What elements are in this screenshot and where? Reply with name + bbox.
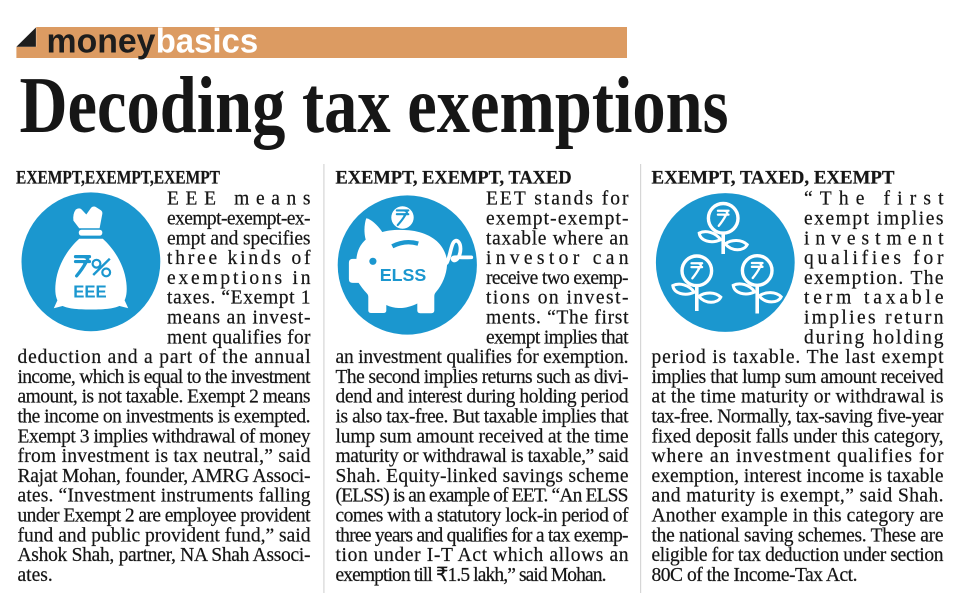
svg-text:dend and interest during holdi: dend and interest during holding period <box>336 387 629 408</box>
svg-text:exempt implies that: exempt implies that <box>486 327 629 348</box>
svg-text:exempt implies: exempt implies <box>804 209 944 230</box>
svg-text:the income on investments is e: the income on investments is exempted. <box>18 407 311 428</box>
svg-text:implies that lump sum amount r: implies that lump sum amount received <box>652 367 944 388</box>
svg-text:eligible for tax deduction und: eligible for tax deduction under section <box>652 545 944 566</box>
svg-text:exempt-exempt-: exempt-exempt- <box>486 209 629 230</box>
svg-text:80C of the Income-Tax Act.: 80C of the Income-Tax Act. <box>652 565 858 586</box>
svg-text:Ashok Shah, partner, NA Shah A: Ashok Shah, partner, NA Shah Associ- <box>18 545 311 566</box>
svg-text:qualifies for: qualifies for <box>804 248 944 269</box>
svg-text:EXEMPT,EXEMPT,EXEMPT: EXEMPT,EXEMPT,EXEMPT <box>16 168 220 189</box>
svg-text:taxes. “Exempt 1: taxes. “Exempt 1 <box>167 288 311 309</box>
svg-text:an investment qualifies for ex: an investment qualifies for exemption. <box>336 347 629 368</box>
svg-text:fixed deposit falls under this: fixed deposit falls under this category, <box>652 426 944 447</box>
svg-text:receive two exemp-: receive two exemp- <box>486 268 629 289</box>
svg-text:ment qualifies for: ment qualifies for <box>167 327 311 348</box>
svg-text:empt and specifies: empt and specifies <box>167 228 311 249</box>
svg-text:tion under I-T Act which allow: tion under I-T Act which allows an <box>336 545 629 566</box>
svg-text:ELSS: ELSS <box>380 265 427 285</box>
svg-text:money: money <box>47 23 156 61</box>
svg-text:where an investment qualifies: where an investment qualifies for <box>652 446 945 467</box>
svg-text:during holding: during holding <box>804 327 944 348</box>
svg-text:income, which is equal to the: income, which is equal to the investment <box>18 367 312 388</box>
svg-text:basics: basics <box>156 23 259 61</box>
svg-text:ates.: ates. <box>18 565 53 586</box>
svg-text:and maturity is exempt,” said: and maturity is exempt,” said Shah. <box>652 486 944 507</box>
svg-text:lump sum amount received at th: lump sum amount received at the time <box>336 426 629 447</box>
svg-text:means an invest-: means an invest- <box>167 308 311 329</box>
svg-text:deduction and a part of the an: deduction and a part of the annual <box>18 347 312 368</box>
svg-text:tions on invest-: tions on invest- <box>486 288 629 309</box>
svg-text:EXEMPT, EXEMPT, TAXED: EXEMPT, EXEMPT, TAXED <box>336 168 572 189</box>
svg-text:EXEMPT, TAXED, EXEMPT: EXEMPT, TAXED, EXEMPT <box>652 168 895 189</box>
svg-text:implies return: implies return <box>804 308 944 329</box>
svg-text:tax-free. Normally, tax-saving: tax-free. Normally, tax-saving five-year <box>652 407 945 428</box>
svg-text:“The first: “The first <box>804 189 944 210</box>
svg-text:Exempt 3 implies withdrawal of: Exempt 3 implies withdrawal of money <box>18 426 311 447</box>
svg-text:amount, is not taxable. Exempt: amount, is not taxable. Exempt 2 means <box>18 387 311 408</box>
svg-text:fund and public provident fund: fund and public provident fund,” said <box>18 525 311 546</box>
svg-text:exemption till ₹1.5 lakh,” sai: exemption till ₹1.5 lakh,” said Mohan. <box>336 565 607 586</box>
svg-text:comes with a statutory lock-in: comes with a statutory lock-in period of <box>336 506 630 527</box>
svg-text:period is taxable. The last ex: period is taxable. The last exempt <box>652 347 945 368</box>
svg-text:exemption, interest income is: exemption, interest income is taxable <box>652 466 944 487</box>
svg-text:from investment is tax neutral: from investment is tax neutral,” said <box>18 446 311 467</box>
svg-text:ments. “The first: ments. “The first <box>486 308 629 329</box>
svg-text:is also tax-free. But taxable: is also tax-free. But taxable implies th… <box>336 407 630 428</box>
svg-text:Rajat Mohan, founder, AMRG Ass: Rajat Mohan, founder, AMRG Associ- <box>18 466 311 487</box>
svg-text:Shah. Equity-linked savings sc: Shah. Equity-linked savings scheme <box>336 466 629 487</box>
svg-text:EEE means: EEE means <box>167 189 311 210</box>
svg-text:taxable where an: taxable where an <box>486 228 629 249</box>
svg-text:Decoding tax exemptions: Decoding tax exemptions <box>20 62 729 150</box>
svg-text:ates. “Investment instruments: ates. “Investment instruments falling <box>18 486 311 507</box>
svg-text:at the time maturity or withdr: at the time maturity or withdrawal is <box>652 387 944 408</box>
svg-text:Another example in this catego: Another example in this category are <box>652 506 944 527</box>
svg-text:The second implies returns suc: The second implies returns such as divi- <box>336 367 629 388</box>
svg-text:EEE: EEE <box>73 282 107 302</box>
svg-text:exempt-exempt-ex-: exempt-exempt-ex- <box>167 209 311 230</box>
svg-text:maturity or withdrawal is taxa: maturity or withdrawal is taxable,” said <box>336 446 629 467</box>
svg-text:(ELSS) is an example of EET. “: (ELSS) is an example of EET. “An ELSS <box>336 486 629 507</box>
svg-text:three years and qualifies for: three years and qualifies for a tax exem… <box>336 525 629 546</box>
svg-text:exemption. The: exemption. The <box>804 268 944 289</box>
svg-text:EET stands for: EET stands for <box>486 189 629 210</box>
svg-text:the national saving schemes. T: the national saving schemes. These are <box>652 525 944 546</box>
svg-text:under Exempt 2 are employee pr: under Exempt 2 are employee provident <box>18 506 312 527</box>
